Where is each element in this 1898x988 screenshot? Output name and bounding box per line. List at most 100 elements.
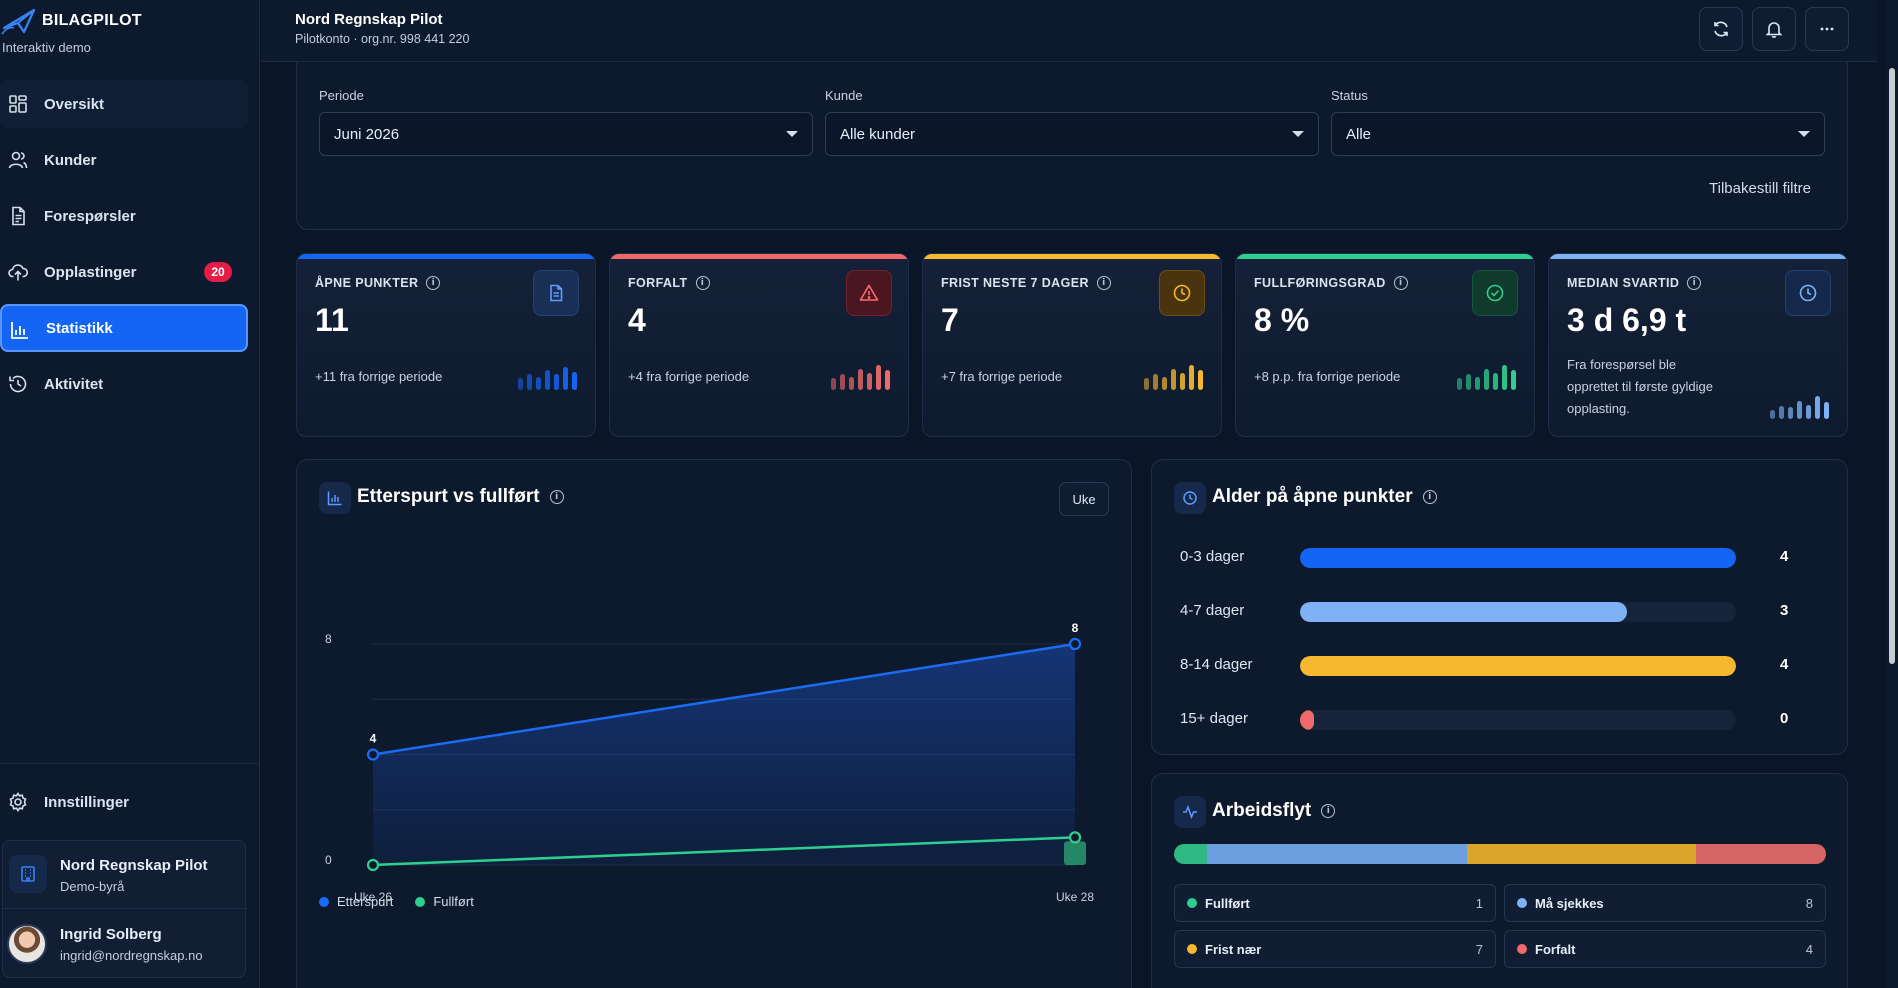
- paper-plane-logo-icon: [1, 8, 36, 35]
- sidebar-item-oversikt[interactable]: Oversikt: [0, 80, 248, 128]
- period-granularity-toggle[interactable]: Uke: [1059, 482, 1109, 516]
- info-icon[interactable]: i: [1321, 804, 1336, 818]
- y-tick-label: 0: [325, 853, 332, 867]
- kpi-sparkline: [1144, 364, 1203, 390]
- workflow-segment[interactable]: [1206, 844, 1468, 864]
- scrollbar-thumb[interactable]: [1889, 68, 1895, 664]
- building-icon: [9, 855, 47, 893]
- sidebar-item-opplastinger[interactable]: Opplastinger 20: [0, 248, 248, 296]
- workflow-chip[interactable]: Fullført 1: [1174, 884, 1496, 922]
- reset-filters-button[interactable]: Tilbakestill filtre: [1709, 180, 1811, 197]
- workflow-title: Arbeidsflyt i: [1212, 800, 1336, 822]
- workflow-chip-count: 1: [1475, 895, 1483, 911]
- workflow-chip-count: 8: [1805, 895, 1813, 911]
- age-bar-fill: [1300, 548, 1736, 568]
- sparkline-bar: [1475, 377, 1480, 390]
- sparkline-bar: [572, 372, 577, 390]
- sidebar-item-innstillinger[interactable]: Innstillinger: [0, 780, 248, 824]
- workflow-chip[interactable]: Forfalt 4: [1504, 930, 1826, 968]
- x-tick-label: Uke 26: [354, 890, 392, 904]
- info-icon[interactable]: i: [426, 276, 441, 290]
- workflow-chip-count: 4: [1805, 941, 1813, 957]
- kpi-sparkline: [1770, 393, 1829, 419]
- info-icon[interactable]: i: [1687, 276, 1702, 290]
- sparkline-bar: [1770, 410, 1775, 419]
- status-select[interactable]: Alle: [1331, 112, 1825, 156]
- customer-select[interactable]: Alle kunder: [825, 112, 1319, 156]
- sparkline-bar: [563, 367, 568, 390]
- sparkline-bar: [885, 370, 890, 390]
- sidebar-item-kunder[interactable]: Kunder: [0, 136, 248, 184]
- page-title: Nord Regnskap Pilot: [295, 11, 443, 28]
- x-tick-label: Uke 28: [1056, 890, 1094, 904]
- sparkline-bar: [1815, 396, 1820, 419]
- refresh-button[interactable]: [1699, 7, 1743, 51]
- brand[interactable]: BILAGPILOT: [0, 6, 142, 36]
- status-filter-label: Status: [1331, 88, 1368, 103]
- filters-panel: Periode Juni 2026 Kunde Alle kunder Stat…: [296, 62, 1848, 230]
- age-bar-track: [1300, 548, 1736, 568]
- history-icon: [9, 375, 27, 393]
- kpi-value: 11: [315, 302, 349, 338]
- info-icon[interactable]: i: [695, 276, 710, 290]
- sidebar-item-statistikk[interactable]: Statistikk: [0, 304, 248, 352]
- sidebar-item-foresporsler[interactable]: Forespørsler: [0, 192, 248, 240]
- sparkline-bar: [527, 374, 532, 390]
- kpi-card-overdue: FORFALT i 4 +4 fra forrige periode: [609, 253, 909, 437]
- info-icon[interactable]: i: [549, 490, 564, 504]
- age-chart-title-text: Alder på åpne punkter: [1212, 486, 1413, 507]
- workflow-chip-label: Forfalt: [1535, 941, 1576, 957]
- kpi-sparkline: [518, 364, 577, 390]
- bell-icon: [1765, 22, 1783, 38]
- workflow-segment[interactable]: [1174, 844, 1207, 864]
- sidebar-item-label: Statistikk: [46, 319, 113, 337]
- more-options-button[interactable]: [1805, 7, 1849, 51]
- kpi-accent-bar: [923, 254, 1221, 259]
- workflow-chip-label: Fullført: [1205, 895, 1250, 911]
- sidebar-item-aktivitet[interactable]: Aktivitet: [0, 360, 248, 408]
- sidebar-item-label: Kunder: [44, 151, 97, 169]
- gear-icon: [9, 792, 27, 812]
- clock-icon: [1159, 270, 1205, 316]
- info-icon[interactable]: i: [1422, 490, 1437, 504]
- user-profile[interactable]: Ingrid Solberg ingrid@nordregnskap.no: [3, 910, 247, 978]
- avatar: [7, 924, 47, 964]
- workflow-chip[interactable]: Frist nær 7: [1174, 930, 1496, 968]
- kpi-card-due-next-7-days: FRIST NESTE 7 DAGER i 7 +7 fra forrige pe…: [922, 253, 1222, 437]
- chevron-down-icon: [1798, 131, 1810, 137]
- period-filter-label: Periode: [319, 88, 364, 103]
- legend-item-fullfort[interactable]: Fullført: [415, 894, 474, 909]
- trend-chart-panel: Etterspurt vs fullført i Uke 0 8 Uke 26 Uke…: [296, 459, 1132, 988]
- document-icon: [533, 270, 579, 316]
- sidebar: BILAGPILOT Interaktiv demo Oversikt Kund…: [0, 0, 260, 988]
- age-bar-row: 15+ dager 0: [1180, 704, 1830, 734]
- sidebar-item-label: Aktivitet: [44, 375, 104, 393]
- workflow-stacked-bar: [1174, 844, 1826, 864]
- sparkline-bar: [1457, 378, 1462, 390]
- sidebar-item-label: Forespørsler: [44, 207, 136, 225]
- period-select[interactable]: Juni 2026: [319, 112, 813, 156]
- workflow-segment[interactable]: [1695, 844, 1826, 864]
- age-chart-title: Alder på åpne punkter i: [1212, 486, 1437, 508]
- age-bar-track: [1300, 602, 1736, 622]
- workflow-chip[interactable]: Må sjekkes 8: [1504, 884, 1826, 922]
- workflow-chip-label: Frist nær: [1205, 941, 1262, 957]
- kpi-delta: +4 fra forrige periode: [628, 369, 750, 384]
- age-bar-track: [1300, 656, 1736, 676]
- data-point: [1068, 637, 1082, 651]
- organization-switcher[interactable]: Nord Regnskap Pilot Demo-byrå: [3, 841, 247, 909]
- kpi-label: FULLFØRINGSGRAD i: [1254, 276, 1408, 290]
- age-bar-value: 0: [1780, 710, 1789, 727]
- legend-item-etterspurt[interactable]: Etterspurt: [319, 894, 393, 909]
- sparkline-bar: [518, 378, 523, 390]
- sparkline-bar: [1171, 369, 1176, 390]
- notifications-button[interactable]: [1752, 7, 1796, 51]
- age-bar-value: 4: [1780, 548, 1789, 565]
- page-scrollbar[interactable]: [1886, 0, 1898, 988]
- brand-subtitle: Interaktiv demo: [2, 40, 91, 55]
- series-line-etterspurt: [372, 642, 1076, 756]
- info-icon[interactable]: i: [1096, 276, 1111, 290]
- info-icon[interactable]: i: [1393, 276, 1408, 290]
- age-bar-fill: [1300, 710, 1314, 730]
- workflow-segment[interactable]: [1467, 844, 1696, 864]
